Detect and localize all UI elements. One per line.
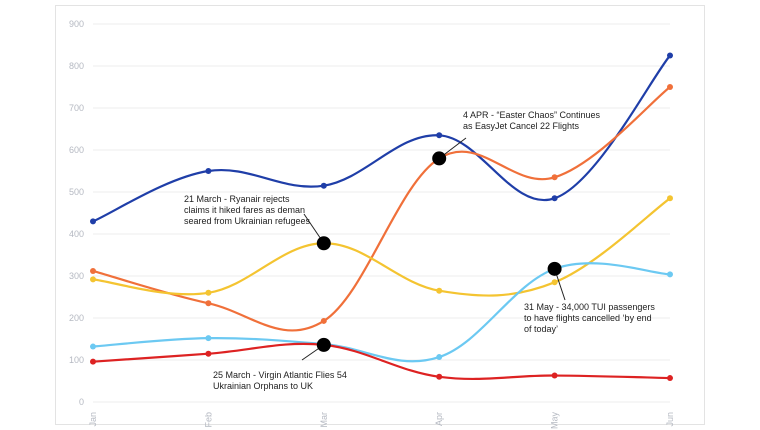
- data-point: [436, 354, 443, 361]
- data-point: [90, 267, 96, 274]
- data-point: [90, 343, 96, 350]
- x-tick-label: Jan: [88, 412, 98, 427]
- y-tick-label: 100: [69, 355, 84, 365]
- x-tick-label: Jun: [665, 412, 675, 427]
- series-lines: [90, 52, 673, 382]
- data-point: [551, 279, 558, 286]
- data-point: [436, 373, 443, 380]
- data-point: [205, 168, 212, 174]
- data-point: [205, 350, 212, 357]
- data-point: [667, 195, 673, 202]
- annotation-text: of today’: [524, 324, 558, 334]
- x-tick-label: Feb: [203, 412, 213, 428]
- data-point: [667, 52, 673, 59]
- data-point: [436, 287, 443, 294]
- gridlines: [93, 23, 670, 403]
- data-point: [205, 335, 212, 342]
- series-1: [90, 52, 673, 225]
- annotation: 25 March - Virgin Atlantic Flies 54Ukrai…: [213, 337, 347, 391]
- y-tick-label: 500: [69, 187, 84, 197]
- y-tick-label: 600: [69, 145, 84, 155]
- data-point: [551, 372, 558, 379]
- data-point: [551, 195, 558, 202]
- annotation-text: to have flights cancelled ‘by end: [524, 313, 652, 323]
- series-3: [90, 195, 673, 297]
- data-point: [90, 358, 96, 365]
- x-tick-label: Apr: [434, 412, 444, 426]
- series-line: [92, 197, 671, 297]
- annotation-text: 21 March - Ryanair rejects: [184, 194, 290, 204]
- y-tick-label: 400: [69, 229, 84, 239]
- annotation-marker: [316, 236, 331, 251]
- x-tick-label: Mar: [319, 412, 329, 428]
- chart-frame: [55, 5, 705, 425]
- data-point: [205, 300, 212, 307]
- annotation-text: Ukrainian Orphans to UK: [213, 381, 313, 391]
- series-5: [90, 341, 673, 382]
- annotation-text: claims it hiked fares as deman: [184, 205, 305, 215]
- data-point: [90, 276, 96, 283]
- y-tick-label: 0: [79, 397, 84, 407]
- data-point: [320, 317, 327, 324]
- data-point: [667, 375, 673, 382]
- annotation-marker: [547, 261, 562, 276]
- data-point: [667, 271, 673, 278]
- y-tick-label: 700: [69, 103, 84, 113]
- annotation-text: seared from Ukrainian refugees: [184, 216, 311, 226]
- annotation-text: 25 March - Virgin Atlantic Flies 54: [213, 370, 347, 380]
- annotation-text: as EasyJet Cancel 22 Flights: [463, 121, 580, 131]
- data-point: [320, 182, 327, 189]
- data-point: [205, 289, 212, 296]
- y-tick-label: 900: [69, 19, 84, 29]
- series-line: [92, 342, 671, 381]
- annotation-marker: [432, 151, 447, 166]
- x-tick-label: May: [550, 412, 560, 430]
- x-axis-ticks: Jan Feb Mar Apr May Jun: [88, 412, 675, 430]
- annotation-marker: [316, 337, 331, 352]
- y-tick-label: 800: [69, 61, 84, 71]
- annotation-text: 31 May - 34,000 TUI passengers: [524, 302, 655, 312]
- y-axis-ticks: 0 100 200 300 400 500 600 700 800 900: [69, 19, 84, 407]
- data-point: [551, 174, 558, 181]
- series-line: [92, 54, 671, 223]
- data-point: [90, 218, 96, 225]
- y-tick-label: 300: [69, 271, 84, 281]
- annotation-text: 4 APR - “Easter Chaos” Continues: [463, 110, 601, 120]
- data-point: [667, 84, 673, 90]
- data-point: [436, 132, 443, 139]
- series-line: [92, 262, 671, 363]
- y-tick-label: 200: [69, 313, 84, 323]
